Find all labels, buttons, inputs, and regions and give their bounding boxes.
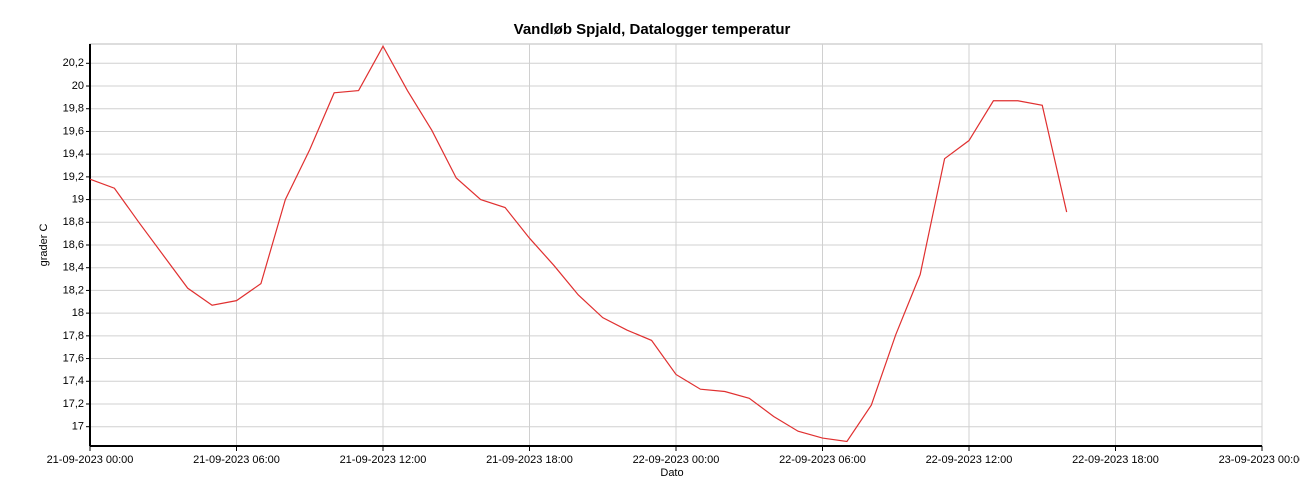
x-tick-label: 22-09-2023 00:00 xyxy=(633,454,720,466)
y-tick-label: 18,4 xyxy=(63,262,84,274)
y-tick-label: 18,6 xyxy=(63,239,84,251)
y-axis-label: grader C xyxy=(38,224,50,267)
x-tick-label: 21-09-2023 12:00 xyxy=(340,454,427,466)
y-tick-label: 19,8 xyxy=(63,103,84,115)
y-tick-label: 18 xyxy=(72,307,84,319)
x-tick-label: 23-09-2023 00:00 xyxy=(1219,454,1300,466)
x-tick-label: 21-09-2023 00:00 xyxy=(47,454,134,466)
x-tick-label: 22-09-2023 18:00 xyxy=(1072,454,1159,466)
y-tick-label: 17,2 xyxy=(63,398,84,410)
y-tick-label: 19,2 xyxy=(63,171,84,183)
y-tick-label: 17,8 xyxy=(63,330,84,342)
y-tick-label: 19,6 xyxy=(63,125,84,137)
y-tick-label: 17,4 xyxy=(63,375,84,387)
chart-title: Vandløb Spjald, Datalogger temperatur xyxy=(514,21,791,38)
y-tick-label: 18,2 xyxy=(63,284,84,296)
y-tick-label: 18,8 xyxy=(63,216,84,228)
data-line xyxy=(89,45,1068,443)
y-tick-label: 17,6 xyxy=(63,352,84,364)
y-tick-label: 20,2 xyxy=(63,57,84,69)
x-axis-label: Dato xyxy=(660,467,683,479)
y-tick-label: 19 xyxy=(72,193,84,205)
y-tick-label: 19,4 xyxy=(63,148,84,160)
x-tick-label: 21-09-2023 06:00 xyxy=(193,454,280,466)
x-tick-label: 22-09-2023 06:00 xyxy=(779,454,866,466)
y-tick-label: 20 xyxy=(72,80,84,92)
x-tick-label: 22-09-2023 12:00 xyxy=(926,454,1013,466)
y-tick-label: 17 xyxy=(72,421,84,433)
x-tick-label: 21-09-2023 18:00 xyxy=(486,454,573,466)
